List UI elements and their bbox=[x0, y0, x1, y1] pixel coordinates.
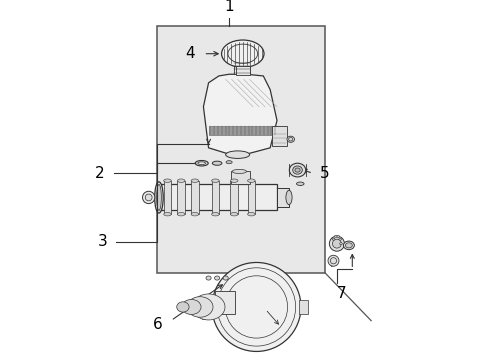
Ellipse shape bbox=[211, 212, 219, 216]
Ellipse shape bbox=[186, 297, 213, 317]
Ellipse shape bbox=[225, 161, 232, 164]
Ellipse shape bbox=[221, 40, 264, 67]
Bar bbox=[215, 291, 235, 315]
Ellipse shape bbox=[177, 179, 184, 183]
Ellipse shape bbox=[211, 179, 219, 183]
Bar bbox=[208, 126, 276, 135]
Ellipse shape bbox=[331, 238, 334, 240]
Ellipse shape bbox=[195, 161, 208, 166]
Circle shape bbox=[212, 262, 300, 351]
Text: 1: 1 bbox=[224, 0, 234, 14]
Ellipse shape bbox=[334, 235, 336, 238]
Bar bbox=[235, 66, 249, 75]
Circle shape bbox=[332, 239, 341, 248]
Bar bbox=[299, 300, 307, 314]
Ellipse shape bbox=[285, 190, 291, 204]
Text: 7: 7 bbox=[337, 287, 346, 301]
Ellipse shape bbox=[225, 151, 249, 158]
Text: 4: 4 bbox=[185, 46, 195, 61]
Bar bbox=[230, 171, 249, 184]
Circle shape bbox=[142, 191, 155, 204]
Bar bbox=[191, 181, 198, 214]
Ellipse shape bbox=[198, 162, 205, 165]
Bar bbox=[177, 181, 184, 214]
Ellipse shape bbox=[289, 163, 305, 177]
Ellipse shape bbox=[247, 212, 255, 216]
Ellipse shape bbox=[205, 276, 211, 280]
Ellipse shape bbox=[343, 241, 354, 249]
Ellipse shape bbox=[182, 300, 201, 315]
Ellipse shape bbox=[230, 179, 238, 183]
Circle shape bbox=[329, 236, 344, 251]
Circle shape bbox=[327, 255, 338, 266]
Ellipse shape bbox=[212, 161, 222, 165]
Ellipse shape bbox=[292, 166, 302, 174]
Text: 6: 6 bbox=[152, 316, 162, 332]
Text: 3: 3 bbox=[98, 234, 107, 249]
Ellipse shape bbox=[176, 302, 189, 312]
Bar bbox=[202, 295, 209, 319]
Ellipse shape bbox=[339, 243, 342, 245]
Ellipse shape bbox=[223, 276, 228, 280]
Ellipse shape bbox=[294, 168, 300, 172]
Ellipse shape bbox=[163, 179, 171, 183]
Ellipse shape bbox=[154, 182, 163, 213]
Ellipse shape bbox=[191, 212, 198, 216]
Ellipse shape bbox=[286, 136, 294, 142]
Bar bbox=[271, 126, 286, 146]
Text: 2: 2 bbox=[94, 166, 104, 181]
Bar bbox=[230, 181, 238, 214]
Ellipse shape bbox=[296, 182, 304, 185]
Ellipse shape bbox=[336, 235, 339, 238]
Bar bbox=[211, 181, 219, 214]
Ellipse shape bbox=[192, 294, 224, 320]
Bar bbox=[234, 61, 249, 74]
Polygon shape bbox=[203, 74, 276, 155]
Text: 5: 5 bbox=[319, 166, 329, 181]
Bar bbox=[157, 26, 324, 273]
Bar bbox=[247, 181, 255, 214]
Ellipse shape bbox=[338, 238, 341, 240]
Ellipse shape bbox=[191, 179, 198, 183]
Ellipse shape bbox=[214, 276, 219, 280]
Bar bbox=[163, 181, 171, 214]
Circle shape bbox=[145, 194, 152, 201]
Ellipse shape bbox=[232, 169, 246, 174]
Ellipse shape bbox=[247, 179, 255, 183]
Ellipse shape bbox=[345, 243, 351, 248]
Ellipse shape bbox=[230, 212, 238, 216]
Ellipse shape bbox=[156, 184, 161, 211]
Ellipse shape bbox=[177, 212, 184, 216]
Bar bbox=[276, 188, 288, 207]
Bar bbox=[161, 184, 276, 211]
Ellipse shape bbox=[163, 212, 171, 216]
